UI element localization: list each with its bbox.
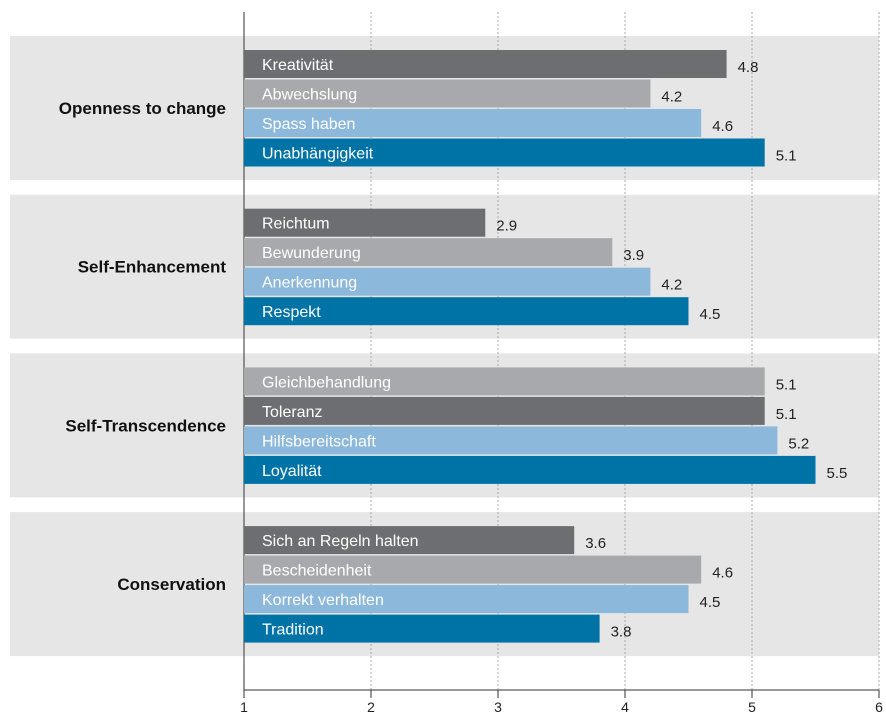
bar-label: Abwechslung	[262, 87, 357, 104]
bar-label: Sich an Regeln halten	[262, 533, 419, 550]
bar-label: Korrekt verhalten	[262, 592, 384, 609]
bar-label: Reichtum	[262, 216, 330, 233]
bar	[244, 297, 689, 326]
value-label: 4.2	[661, 89, 682, 106]
value-label: 4.5	[700, 594, 721, 611]
value-label: 4.8	[738, 59, 759, 76]
bar	[244, 367, 765, 396]
value-label: 3.6	[585, 535, 606, 552]
value-label: 5.1	[776, 406, 797, 423]
bar-label: Anerkennung	[262, 275, 357, 292]
bar	[244, 555, 702, 584]
bar	[244, 267, 651, 296]
value-label: 5.5	[827, 465, 848, 482]
x-tick-label: 2	[367, 699, 375, 715]
bar	[244, 614, 600, 643]
value-label: 5.1	[776, 148, 797, 165]
bar-label: Hilfsbereitschaft	[262, 433, 376, 450]
bar-label: Respekt	[262, 304, 321, 321]
bar	[244, 138, 765, 167]
value-label: 3.9	[623, 247, 644, 264]
group-label: Openness to change	[59, 99, 226, 118]
value-label: 4.6	[712, 565, 733, 582]
bar	[244, 455, 816, 484]
bar	[244, 109, 702, 137]
bar	[244, 426, 778, 455]
bar	[244, 238, 613, 267]
bar-label: Bescheidenheit	[262, 563, 372, 580]
bar-label: Unabhängigkeit	[262, 146, 374, 163]
bar	[244, 208, 486, 237]
group-label: Conservation	[117, 575, 226, 594]
value-label: 4.5	[700, 306, 721, 323]
bar-label: Toleranz	[262, 404, 322, 421]
x-tick-label: 6	[875, 699, 883, 715]
value-label: 2.9	[496, 218, 517, 235]
bar-label: Spass haben	[262, 116, 355, 133]
bar	[244, 526, 575, 555]
value-label: 5.2	[788, 435, 809, 452]
value-label: 4.2	[661, 277, 682, 294]
value-label: 4.6	[712, 118, 733, 135]
group-label: Self-Transcendence	[65, 416, 226, 435]
group-label: Self-Enhancement	[78, 258, 227, 277]
bar-label: Kreativität	[262, 57, 334, 74]
bar-label: Gleichbehandlung	[262, 374, 391, 391]
bar	[244, 585, 689, 614]
value-label: 5.1	[776, 376, 797, 393]
bar-label: Bewunderung	[262, 245, 361, 262]
x-tick-label: 1	[240, 699, 248, 715]
bar-label: Tradition	[262, 622, 324, 639]
bar	[244, 79, 651, 108]
x-tick-label: 5	[748, 699, 756, 715]
x-tick-label: 4	[621, 699, 629, 715]
bar	[244, 50, 727, 78]
bar-label: Loyalität	[262, 463, 322, 480]
x-tick-label: 3	[494, 699, 502, 715]
value-label: 3.8	[611, 624, 632, 641]
bar	[244, 396, 765, 425]
